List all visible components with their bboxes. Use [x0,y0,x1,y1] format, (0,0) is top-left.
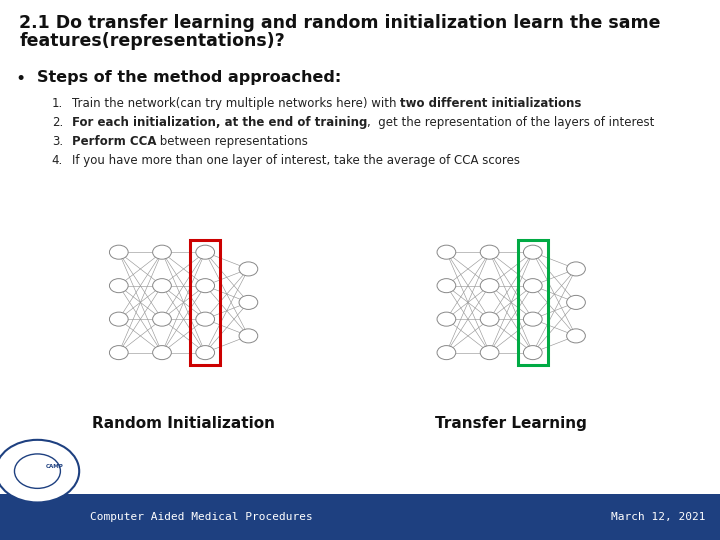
Text: between representations: between representations [156,135,308,148]
Circle shape [480,312,499,326]
Circle shape [196,312,215,326]
Text: features(representations)?: features(representations)? [19,32,285,50]
Text: 3.: 3. [52,135,63,148]
Circle shape [567,329,585,343]
Circle shape [480,245,499,259]
Circle shape [437,312,456,326]
Circle shape [523,346,542,360]
Bar [0,494,720,540]
Circle shape [196,279,215,293]
Text: Train the network(can try multiple networks here) with: Train the network(can try multiple netwo… [72,97,400,110]
Circle shape [437,346,456,360]
Text: Transfer Learning: Transfer Learning [436,416,587,431]
Circle shape [523,279,542,293]
Text: Random Initialization: Random Initialization [92,416,275,431]
Circle shape [567,295,585,309]
Circle shape [196,245,215,259]
Circle shape [109,346,128,360]
Circle shape [437,245,456,259]
Text: Computer Aided Medical Procedures: Computer Aided Medical Procedures [90,512,312,522]
Circle shape [480,346,499,360]
Text: If you have more than one layer of interest, take the average of CCA scores: If you have more than one layer of inter… [72,154,520,167]
Circle shape [523,312,542,326]
Circle shape [153,245,171,259]
Text: ,  get the representation of the layers of interest: , get the representation of the layers o… [367,116,654,129]
Text: •: • [16,70,26,88]
Circle shape [196,346,215,360]
Circle shape [153,312,171,326]
Text: For each initialization, at the end of training: For each initialization, at the end of t… [72,116,367,129]
Circle shape [480,279,499,293]
Circle shape [239,262,258,276]
Circle shape [109,279,128,293]
Text: Perform CCA: Perform CCA [72,135,156,148]
Bar [518,240,548,365]
Circle shape [109,312,128,326]
Circle shape [153,279,171,293]
Circle shape [0,440,79,502]
Circle shape [523,245,542,259]
Circle shape [153,346,171,360]
Text: two different initializations: two different initializations [400,97,582,110]
Text: CAMP: CAMP [46,464,64,469]
Bar [190,240,220,365]
Circle shape [437,279,456,293]
Circle shape [239,295,258,309]
Text: Steps of the method approached:: Steps of the method approached: [37,70,342,85]
Text: March 12, 2021: March 12, 2021 [611,512,706,522]
Text: 2.: 2. [52,116,63,129]
Circle shape [567,262,585,276]
Circle shape [109,245,128,259]
Circle shape [239,329,258,343]
Text: 1.: 1. [52,97,63,110]
Text: 2.1 Do transfer learning and random initialization learn the same: 2.1 Do transfer learning and random init… [19,14,661,31]
Text: 4.: 4. [52,154,63,167]
